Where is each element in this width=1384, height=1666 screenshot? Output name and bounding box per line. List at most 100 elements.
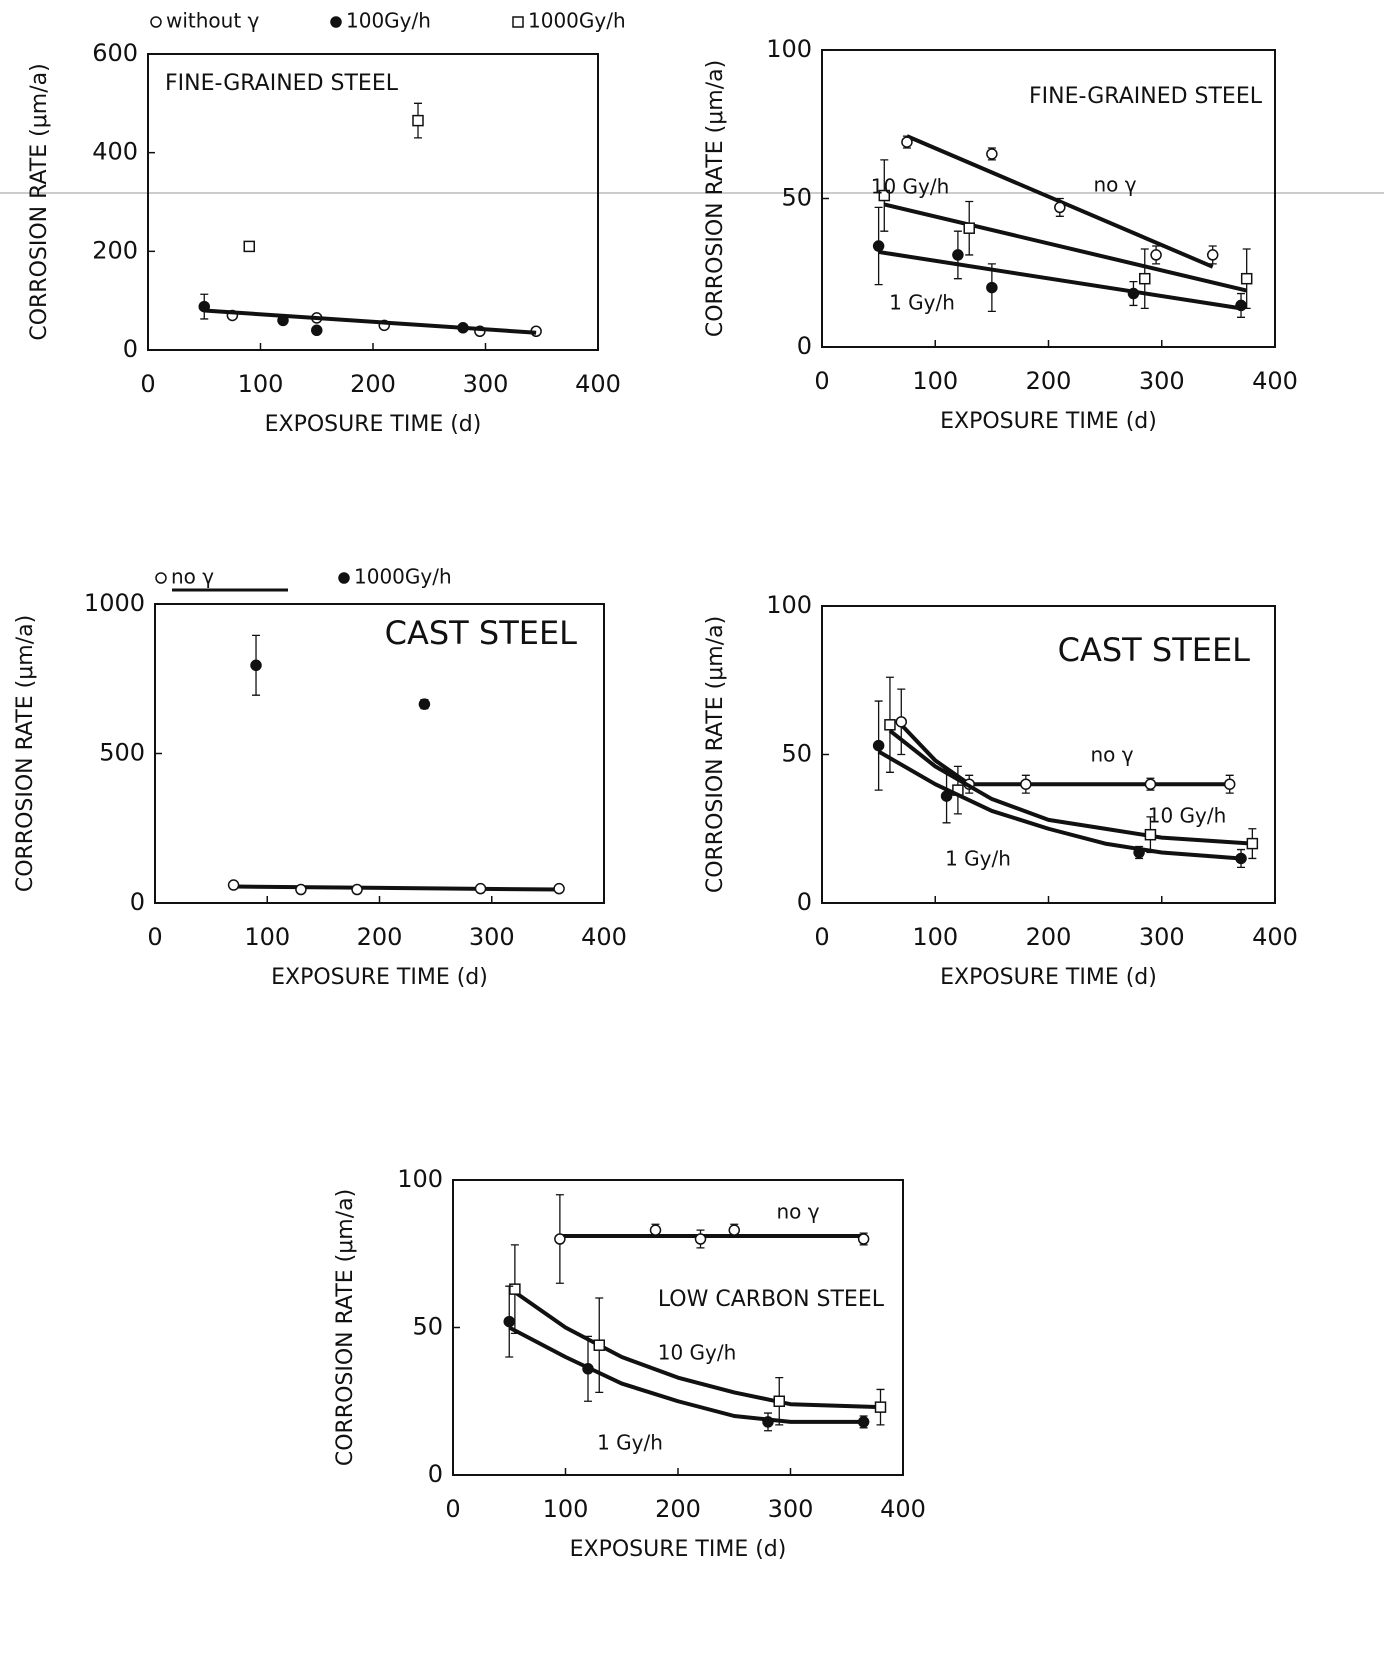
marker (895, 716, 908, 728)
fit-line (878, 249, 1242, 311)
x-tick-label: 200 (350, 370, 396, 398)
series-label: no γ (776, 1200, 819, 1224)
marker (878, 189, 891, 202)
marker (1139, 272, 1151, 285)
x-tick-label: 0 (147, 923, 162, 951)
y-tick-label: 100 (766, 35, 812, 63)
legend-label: 1000Gy/h (354, 565, 452, 589)
marker (1223, 778, 1236, 790)
marker (503, 1315, 515, 1328)
marker (901, 136, 913, 148)
series-label: 10 Gy/h (658, 1341, 737, 1365)
y-tick-label: 0 (797, 332, 812, 360)
x-tick-label: 0 (445, 1495, 460, 1523)
series-label: 10 Gy/h (871, 175, 950, 199)
x-tick-label: 300 (1139, 367, 1185, 395)
fit-line (877, 749, 1242, 861)
marker (952, 249, 964, 261)
marker (762, 1416, 774, 1428)
x-tick-label: 100 (912, 923, 958, 951)
fit-line (883, 202, 1248, 293)
marker (418, 698, 431, 710)
legend-marker (338, 572, 350, 584)
y-tick-label: 50 (781, 184, 812, 212)
x-tick-label: 100 (912, 367, 958, 395)
legend-marker (150, 16, 162, 28)
x-tick-label: 300 (463, 370, 509, 398)
marker (554, 1233, 566, 1245)
marker (986, 148, 998, 160)
x-tick-label: 300 (469, 923, 515, 951)
marker (963, 222, 975, 234)
x-axis-label: EXPOSURE TIME (d) (271, 965, 488, 990)
y-tick-label: 200 (92, 236, 138, 264)
marker (1206, 249, 1219, 261)
y-tick-label: 600 (92, 39, 138, 67)
annotation: FINE-GRAINED STEEL (165, 71, 399, 96)
y-tick-label: 0 (428, 1460, 443, 1488)
y-tick-label: 500 (99, 739, 145, 767)
y-tick-label: 100 (397, 1165, 443, 1193)
y-axis-label: CORROSION RATE (μm/a) (13, 615, 38, 892)
legend-label: no γ (171, 565, 214, 589)
marker (872, 739, 885, 752)
x-tick-label: 300 (1139, 923, 1185, 951)
marker (351, 883, 363, 896)
x-tick-label: 0 (814, 923, 829, 951)
x-axis-label: EXPOSURE TIME (d) (570, 1537, 787, 1562)
marker (1235, 299, 1247, 312)
x-tick-label: 100 (244, 923, 290, 951)
marker (874, 1401, 887, 1413)
marker (582, 1363, 594, 1375)
x-axis-label: EXPOSURE TIME (d) (265, 412, 482, 437)
marker (884, 719, 896, 731)
series-label: 10 Gy/h (1148, 804, 1227, 828)
x-axis-label: EXPOSURE TIME (d) (940, 409, 1157, 434)
y-axis-label: CORROSION RATE (μm/a) (27, 63, 52, 340)
marker (1235, 852, 1247, 865)
y-axis-label: CORROSION RATE (μm/a) (703, 60, 728, 337)
x-tick-label: 400 (880, 1495, 926, 1523)
marker (986, 281, 998, 294)
fit-line (899, 723, 1230, 787)
marker (649, 1224, 662, 1236)
annotation: FINE-GRAINED STEEL (1029, 84, 1263, 109)
marker (1054, 201, 1066, 214)
marker (243, 240, 255, 253)
series-label: 1 Gy/h (597, 1431, 663, 1455)
series-label: 1 Gy/h (945, 847, 1011, 871)
x-tick-label: 0 (814, 367, 829, 395)
x-tick-label: 400 (581, 923, 627, 951)
y-axis-label: CORROSION RATE (μm/a) (333, 1189, 358, 1466)
plot-frame (452, 1179, 904, 1476)
legend-marker (512, 16, 524, 28)
x-tick-label: 400 (1252, 923, 1298, 951)
legend-label: 1000Gy/h (528, 9, 626, 33)
legend-label: 100Gy/h (346, 9, 431, 33)
x-tick-label: 200 (357, 923, 403, 951)
series-label: no γ (1090, 743, 1133, 767)
annotation: LOW CARBON STEEL (658, 1287, 885, 1312)
marker (940, 790, 953, 802)
y-tick-label: 0 (130, 888, 145, 916)
marker (728, 1224, 740, 1236)
annotation: CAST STEEL (1058, 631, 1251, 669)
series-label: no γ (1093, 173, 1136, 197)
marker (1246, 837, 1259, 850)
fit-line (204, 308, 537, 335)
marker (1127, 287, 1140, 300)
y-tick-label: 0 (123, 335, 138, 363)
y-tick-label: 50 (412, 1313, 443, 1341)
marker (553, 882, 565, 895)
marker (857, 1416, 870, 1428)
marker (474, 882, 487, 895)
marker (277, 314, 289, 327)
marker (1144, 828, 1157, 841)
marker (311, 324, 323, 337)
y-tick-label: 1000 (84, 589, 145, 617)
legend-marker (155, 572, 167, 584)
x-tick-label: 100 (543, 1495, 589, 1523)
marker (1240, 272, 1253, 285)
marker (295, 883, 307, 896)
y-axis-label: CORROSION RATE (μm/a) (703, 616, 728, 893)
